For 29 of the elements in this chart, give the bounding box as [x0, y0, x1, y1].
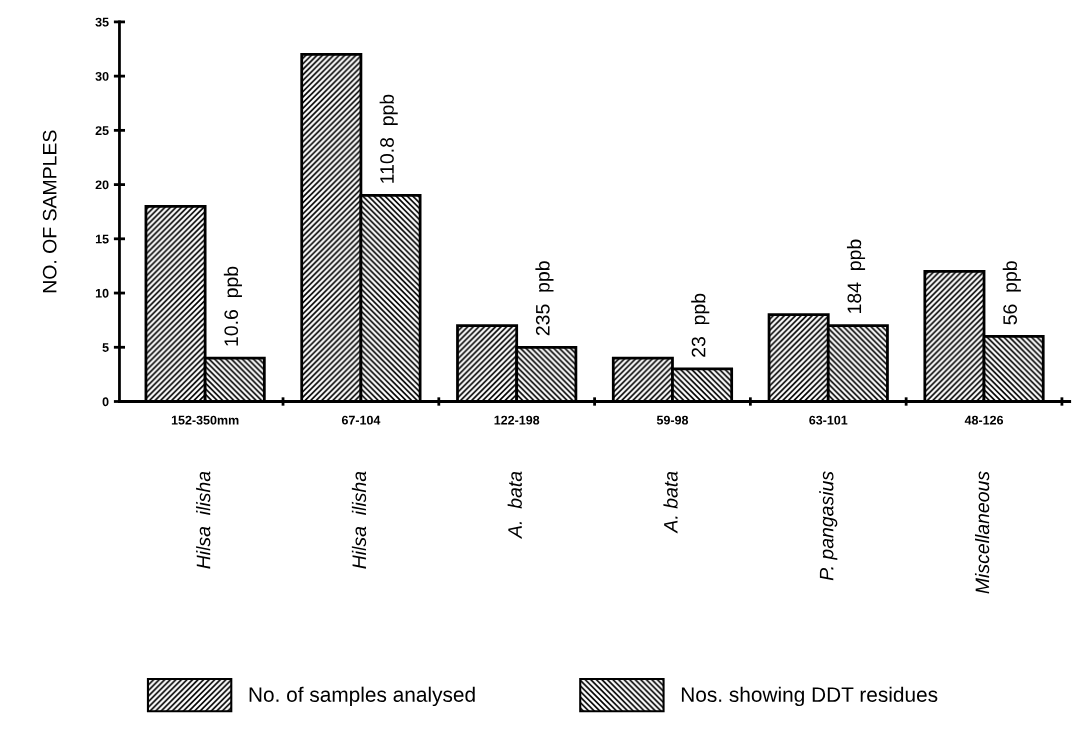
- annotation: 10.6 ppb: [223, 266, 242, 346]
- y-tick-label: 0: [102, 397, 109, 407]
- text: Miscellaneous: [974, 471, 990, 594]
- annotation: 56 ppb: [1002, 261, 1021, 325]
- annotation: 235 ppb: [535, 261, 554, 336]
- x-tick-label: 67-104: [341, 415, 381, 425]
- annotation: 23 ppb: [691, 293, 710, 357]
- y-tick-label: 25: [95, 126, 109, 136]
- x-tick-label: 48-126: [964, 415, 1004, 425]
- x-tick-label: 59-98: [656, 415, 689, 425]
- y-tick-label: 15: [95, 234, 109, 244]
- x-tick-label: 122-198: [494, 415, 540, 425]
- y-tick-label: 30: [95, 71, 109, 81]
- y-tick-label: 35: [95, 17, 109, 27]
- text: A. bata: [663, 471, 678, 534]
- text: A. bata: [507, 471, 522, 539]
- x-tick-label: 152-350mm: [171, 415, 239, 425]
- legend-label: Nos. showing DDT residues: [681, 686, 938, 707]
- legend-label: No. of samples analysed: [249, 686, 475, 707]
- annotation: 110.8 ppb: [379, 94, 398, 183]
- y-tick-label: 5: [102, 343, 109, 352]
- y-tick-label: 10: [95, 288, 109, 298]
- text: Hilsa ilisha: [196, 471, 211, 569]
- x-tick-label: 63-101: [809, 415, 848, 425]
- text: Hilsa ilisha: [351, 471, 367, 569]
- y-tick-label: 20: [95, 180, 109, 190]
- annotation: 184 ppb: [846, 239, 866, 313]
- text: P. pangasius: [819, 471, 838, 581]
- y-axis-title: NO. OF SAMPLES: [42, 130, 57, 293]
